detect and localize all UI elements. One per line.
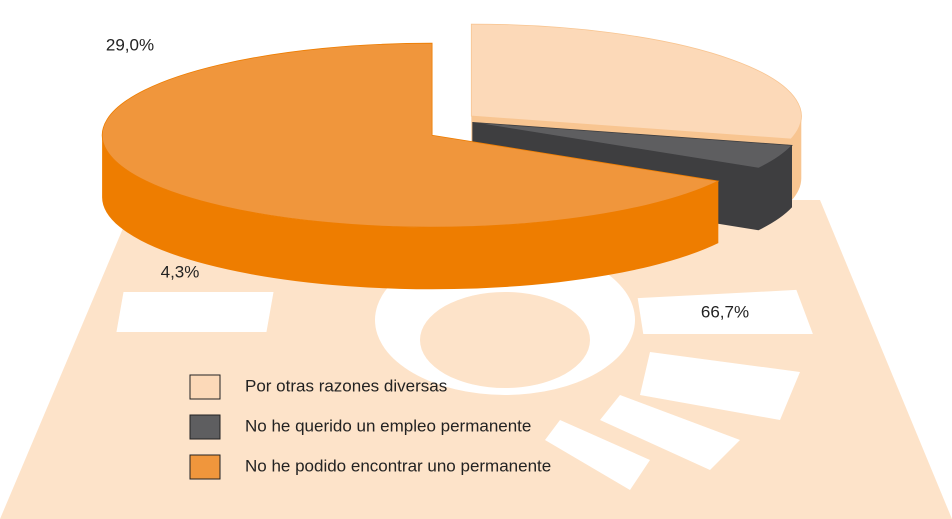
legend-swatch [189, 414, 221, 440]
value-label: 4,3% [161, 262, 200, 281]
legend-swatch [189, 454, 221, 480]
value-label: 29,0% [106, 35, 154, 54]
slice [472, 122, 793, 169]
legend-label: No he podido encontrar uno permanente [245, 456, 551, 475]
legend-label: No he querido un empleo permanente [245, 416, 531, 435]
value-label: 66,7% [701, 302, 749, 321]
slice-side [758, 145, 792, 231]
legend-label: Por otras razones diversas [245, 376, 447, 395]
slice-side [102, 135, 719, 290]
slice [101, 42, 720, 228]
legend-swatch [189, 374, 221, 400]
slice-side [791, 116, 802, 201]
slice [470, 23, 802, 140]
